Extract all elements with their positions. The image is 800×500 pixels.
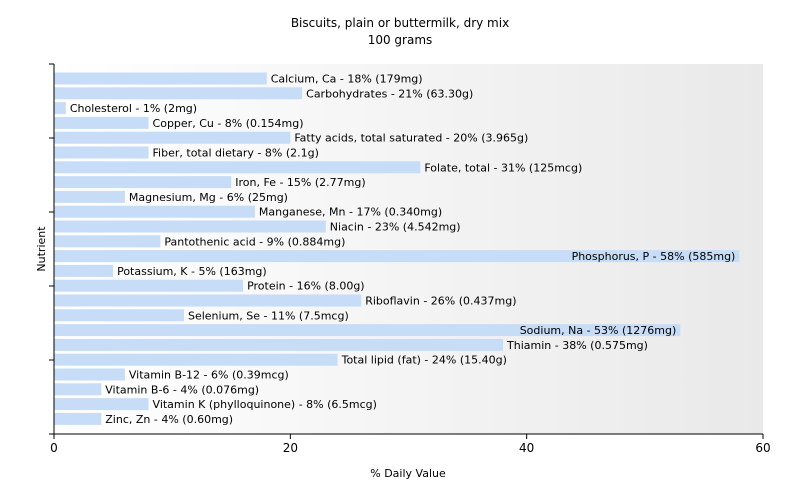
bar — [54, 250, 740, 263]
chart-subtitle: 100 grams — [368, 33, 433, 47]
bar — [54, 338, 504, 351]
bar-label: Vitamin K (phylloquinone) - 8% (6.5mcg) — [153, 398, 377, 411]
bar — [54, 398, 149, 411]
bar-label: Folate, total - 31% (125mcg) — [424, 161, 582, 174]
bar-label: Pantothenic acid - 9% (0.884mg) — [164, 235, 345, 248]
bar — [54, 235, 161, 248]
bar-label: Iron, Fe - 15% (2.77mg) — [235, 176, 365, 189]
y-axis-label: Nutrient — [35, 226, 48, 272]
x-tick-label: 60 — [755, 441, 770, 455]
bar-label: Vitamin B-12 - 6% (0.39mcg) — [129, 369, 289, 382]
bar — [54, 190, 125, 203]
bar-labels-group: Calcium, Ca - 18% (179mg)Carbohydrates -… — [70, 73, 736, 426]
bar — [54, 324, 681, 337]
bar-label: Riboflavin - 26% (0.437mg) — [365, 295, 516, 308]
x-axis-label: % Daily Value — [370, 467, 446, 480]
bar — [54, 146, 149, 159]
x-ticks-group: 0 20 40 60 — [50, 434, 771, 455]
y-ticks-group — [49, 63, 54, 435]
bar-label: Total lipid (fat) - 24% (15.40g) — [341, 354, 507, 367]
x-tick-label: 40 — [519, 441, 534, 455]
bar-label: Protein - 16% (8.00g) — [247, 280, 365, 293]
bar — [54, 294, 362, 307]
bar — [54, 309, 184, 322]
bar-label: Fatty acids, total saturated - 20% (3.96… — [294, 132, 528, 145]
bar — [54, 116, 149, 129]
bar-label: Zinc, Zn - 4% (0.60mg) — [105, 413, 233, 426]
bar — [54, 72, 267, 85]
bar — [54, 102, 66, 115]
bar — [54, 176, 232, 189]
bar — [54, 205, 255, 218]
bar-label: Carbohydrates - 21% (63.30g) — [306, 87, 473, 100]
bar-label: Manganese, Mn - 17% (0.340mg) — [259, 206, 442, 219]
bar-label: Sodium, Na - 53% (1276mg) — [520, 324, 677, 337]
bar — [54, 279, 244, 292]
bar — [54, 412, 102, 425]
bar — [54, 383, 102, 396]
bar-label: Calcium, Ca - 18% (179mg) — [271, 73, 423, 86]
bar-label: Niacin - 23% (4.542mg) — [330, 221, 461, 234]
bar-label: Copper, Cu - 8% (0.154mg) — [153, 117, 304, 130]
chart-title: Biscuits, plain or buttermilk, dry mix — [291, 16, 509, 30]
x-tick-label: 0 — [50, 441, 58, 455]
x-tick-label: 20 — [283, 441, 298, 455]
bar-label: Magnesium, Mg - 6% (25mg) — [129, 191, 288, 204]
bar — [54, 131, 291, 144]
bar — [54, 161, 421, 174]
bar-label: Cholesterol - 1% (2mg) — [70, 102, 197, 115]
bars-group — [54, 72, 740, 425]
bar — [54, 353, 338, 366]
bar-label: Selenium, Se - 11% (7.5mcg) — [188, 309, 349, 322]
bar-label: Thiamin - 38% (0.575mg) — [506, 339, 648, 352]
bar-label: Fiber, total dietary - 8% (2.1g) — [153, 147, 319, 160]
axes-group — [53, 64, 763, 435]
bar — [54, 264, 114, 277]
bar — [54, 368, 125, 381]
bar-label: Vitamin B-6 - 4% (0.076mg) — [105, 383, 259, 396]
bar-label: Potassium, K - 5% (163mg) — [117, 265, 267, 278]
bar — [54, 87, 303, 100]
bar-label: Phosphorus, P - 58% (585mg) — [572, 250, 736, 263]
bar — [54, 220, 326, 233]
plot-area — [54, 64, 763, 434]
